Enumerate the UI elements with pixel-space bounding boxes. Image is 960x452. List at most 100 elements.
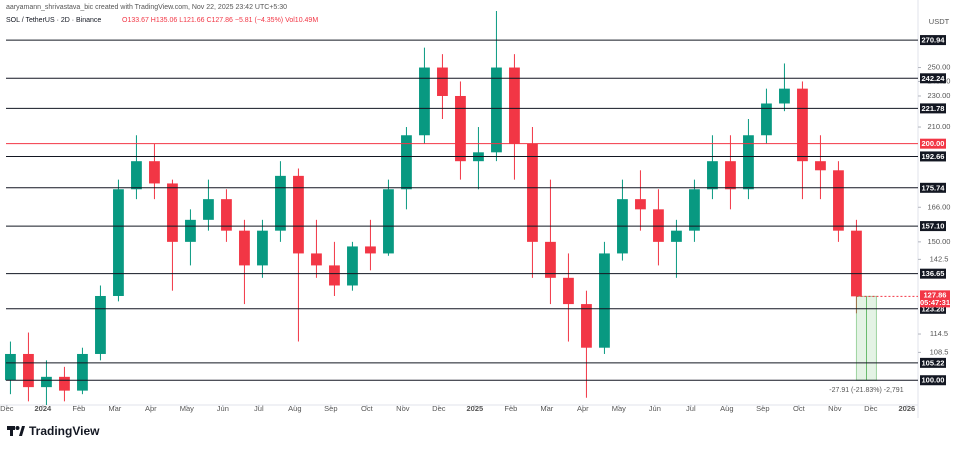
candle-body <box>779 88 790 104</box>
level-label: 192.66 <box>922 152 945 161</box>
candle-body <box>185 219 196 242</box>
x-tick-label: Nov <box>396 404 410 413</box>
level-label: 221.78 <box>922 104 945 113</box>
x-tick-label: Nov <box>828 404 842 413</box>
candle-body <box>851 230 862 297</box>
plot: Dec 2024 Feb Mar Apr May Jun Jul Aug Sep Oct Nov Dec… <box>0 11 915 413</box>
x-tick-label: Jun <box>649 404 661 413</box>
level-box <box>920 221 946 232</box>
x-tick-label: Sep <box>324 404 337 413</box>
x-tick-label: Dec <box>0 404 14 413</box>
brand: TradingView <box>29 424 100 438</box>
x-tick-label: Dec <box>864 404 878 413</box>
candle-body <box>797 88 808 162</box>
candle-body <box>41 376 52 388</box>
level-box <box>920 151 946 162</box>
x-tick-label: Oct <box>793 404 806 413</box>
candle-body <box>635 199 646 210</box>
candle-body <box>59 376 70 391</box>
x-tick-label: Apr <box>145 404 157 413</box>
countdown: 05:47:31 <box>920 298 950 307</box>
x-tick-label: Dec <box>432 404 446 413</box>
candle-body <box>509 67 520 144</box>
x-tick-label: Mar <box>540 404 553 413</box>
level-label: 270.94 <box>922 36 946 45</box>
candle-body <box>95 295 106 354</box>
y-tick-label: 250.00 <box>928 63 951 72</box>
candle-body <box>239 230 250 266</box>
candle-body <box>401 135 412 190</box>
level-label: 157.10 <box>922 222 945 231</box>
level-label: 123.28 <box>922 304 945 313</box>
candle-body <box>527 143 538 242</box>
x-tick-label: 2025 <box>466 404 483 413</box>
y-tick-label: 108.5 <box>930 347 949 356</box>
candle-body <box>383 189 394 254</box>
x-tick-label: 2024 <box>34 404 52 413</box>
x-tick-label: May <box>612 404 626 413</box>
candle-body <box>545 241 556 278</box>
candle-body <box>5 353 16 381</box>
currency: USDT <box>929 17 950 26</box>
level-box <box>920 138 946 149</box>
candle-body <box>815 161 826 171</box>
level-box <box>920 268 946 279</box>
level-label: 105.22 <box>922 358 945 367</box>
candle-body <box>491 67 502 153</box>
level-label: 136.65 <box>922 269 945 278</box>
level-box <box>920 303 946 314</box>
candle-body <box>293 175 304 254</box>
level-box <box>920 35 946 46</box>
x-tick-label: May <box>180 404 194 413</box>
level-box <box>920 73 946 84</box>
last-price-box <box>920 290 950 308</box>
x-tick-label: Feb <box>72 404 85 413</box>
x-tick-label: Jul <box>254 404 264 413</box>
candle-body <box>149 161 160 184</box>
candle-body <box>167 183 178 242</box>
candle-body <box>347 246 358 286</box>
candle-body <box>707 161 718 190</box>
candle-body <box>419 67 430 136</box>
candle-body <box>365 246 376 254</box>
candle-body <box>203 199 214 220</box>
x-tick-label: Oct <box>361 404 374 413</box>
level-box <box>920 375 946 386</box>
candle-body <box>581 304 592 348</box>
y-tick-label: 166.00 <box>928 202 951 211</box>
x-tick-label: Feb <box>504 404 517 413</box>
level-label: 175.74 <box>922 183 946 192</box>
level-label: 200.00 <box>922 139 945 148</box>
candle-body <box>455 95 466 162</box>
level-label: 242.24 <box>922 74 946 83</box>
x-tick-label: Jun <box>217 404 229 413</box>
ohlc-legend: O133.67 H135.06 L121.66 C127.86 −5.81 (−… <box>122 17 318 24</box>
candle-body <box>671 230 682 242</box>
symbol: SOL / TetherUS · 2D · Binance <box>6 17 101 24</box>
credit: aaryamann_shrivastava_bic created with T… <box>6 4 287 11</box>
candle-body <box>77 353 88 391</box>
level-box <box>920 357 946 368</box>
candle-body <box>563 277 574 305</box>
measure-label: -27.91 (-21.83%) -2,791 <box>829 387 903 394</box>
candle-body <box>599 253 610 348</box>
level-box <box>920 182 946 193</box>
candle-body <box>761 103 772 136</box>
candle-body <box>275 175 286 231</box>
y-tick-label: 150.00 <box>928 237 951 246</box>
candle-body <box>689 189 700 231</box>
x-tick-label: Apr <box>577 404 589 413</box>
candle-body <box>257 230 268 266</box>
level-box <box>920 103 946 114</box>
y-tick-label: 114.5 <box>930 329 948 338</box>
x-tick-label: Jul <box>686 404 696 413</box>
candle-body <box>743 135 754 190</box>
candle-body <box>131 161 142 190</box>
candle-body <box>725 161 736 190</box>
candle-body <box>311 253 322 266</box>
candle-body <box>23 353 34 388</box>
y-tick-label: 230.00 <box>928 91 951 100</box>
x-tick-label: Mar <box>108 404 121 413</box>
